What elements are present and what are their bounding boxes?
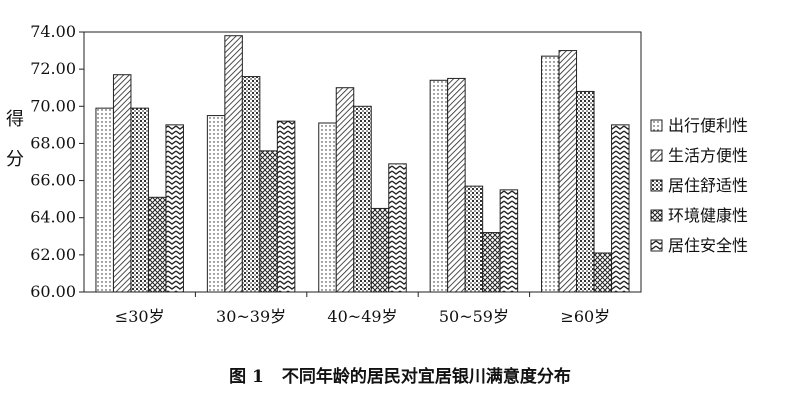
bar-2-1 [335, 87, 355, 293]
legend-swatch-1 [650, 149, 663, 162]
bar-4-4 [611, 124, 630, 293]
legend-label-4: 居住安全性 [668, 236, 748, 255]
bar-3-2 [464, 185, 484, 293]
figure-caption: 图 1 不同年龄的居民对宜居银川满意度分布 [0, 362, 800, 387]
bar-0-0 [95, 107, 114, 293]
y-tick-label: 72.00 [30, 59, 76, 78]
bar-2-4 [388, 163, 407, 293]
x-tick-label: ≥60岁 [560, 307, 610, 326]
legend-label-3: 环境健康性 [668, 206, 748, 225]
figure-number: 图 1 [229, 367, 264, 387]
legend-label-1: 生活方便性 [668, 146, 748, 165]
bar-4-3 [593, 252, 613, 293]
bar-1-2 [241, 76, 261, 293]
y-tick-label: 66.00 [30, 171, 76, 190]
legend-swatch-4 [650, 239, 663, 252]
y-tick-label: 74.00 [30, 22, 76, 41]
bar-2-3 [370, 207, 390, 293]
bar-4-2 [576, 90, 595, 293]
y-tick-label: 70.00 [30, 96, 76, 115]
bar-0-1 [112, 74, 132, 293]
y-tick-label: 68.00 [30, 133, 76, 152]
legend-label-0: 出行便利性 [668, 116, 748, 135]
y-tick-label: 64.00 [30, 208, 76, 227]
bar-3-3 [482, 232, 501, 293]
legend-swatch-0 [650, 119, 663, 132]
y-tick-label: 60.00 [30, 282, 76, 301]
x-tick-label: 30~39岁 [216, 307, 286, 326]
legend-swatch-3 [650, 209, 663, 222]
bar-chart: 60.00 62.00 64.00 66.00 68.00 70.00 72.00 74.00… [30, 22, 748, 326]
bar-4-0 [541, 55, 560, 293]
bar-0-4 [165, 124, 184, 293]
x-tick-label: ≤30岁 [115, 307, 165, 326]
bar-3-4 [499, 189, 519, 293]
bar-1-4 [276, 120, 296, 293]
bar-3-1 [447, 77, 466, 293]
y-axis-label: 得分 [6, 109, 24, 170]
x-tick-label: 50~59岁 [439, 307, 509, 326]
figure-title: 不同年龄的居民对宜居银川满意度分布 [281, 367, 571, 387]
bar-1-3 [259, 150, 278, 293]
legend-label-2: 居住舒适性 [668, 176, 748, 195]
legend-swatch-2 [650, 179, 663, 192]
bar-1-1 [224, 35, 243, 293]
axes: 60.00 62.00 64.00 66.00 68.00 70.00 72.00 74.00… [30, 22, 642, 326]
bar-2-2 [353, 105, 372, 293]
y-tick-label: 62.00 [30, 245, 76, 264]
bar-0-2 [130, 107, 149, 293]
bar-0-3 [147, 196, 167, 293]
x-tick-label: 40~49岁 [327, 307, 397, 326]
bar-2-0 [318, 122, 337, 293]
bar-1-0 [206, 115, 226, 293]
bars [95, 35, 630, 293]
bar-3-0 [429, 79, 449, 293]
bar-4-1 [558, 50, 578, 293]
